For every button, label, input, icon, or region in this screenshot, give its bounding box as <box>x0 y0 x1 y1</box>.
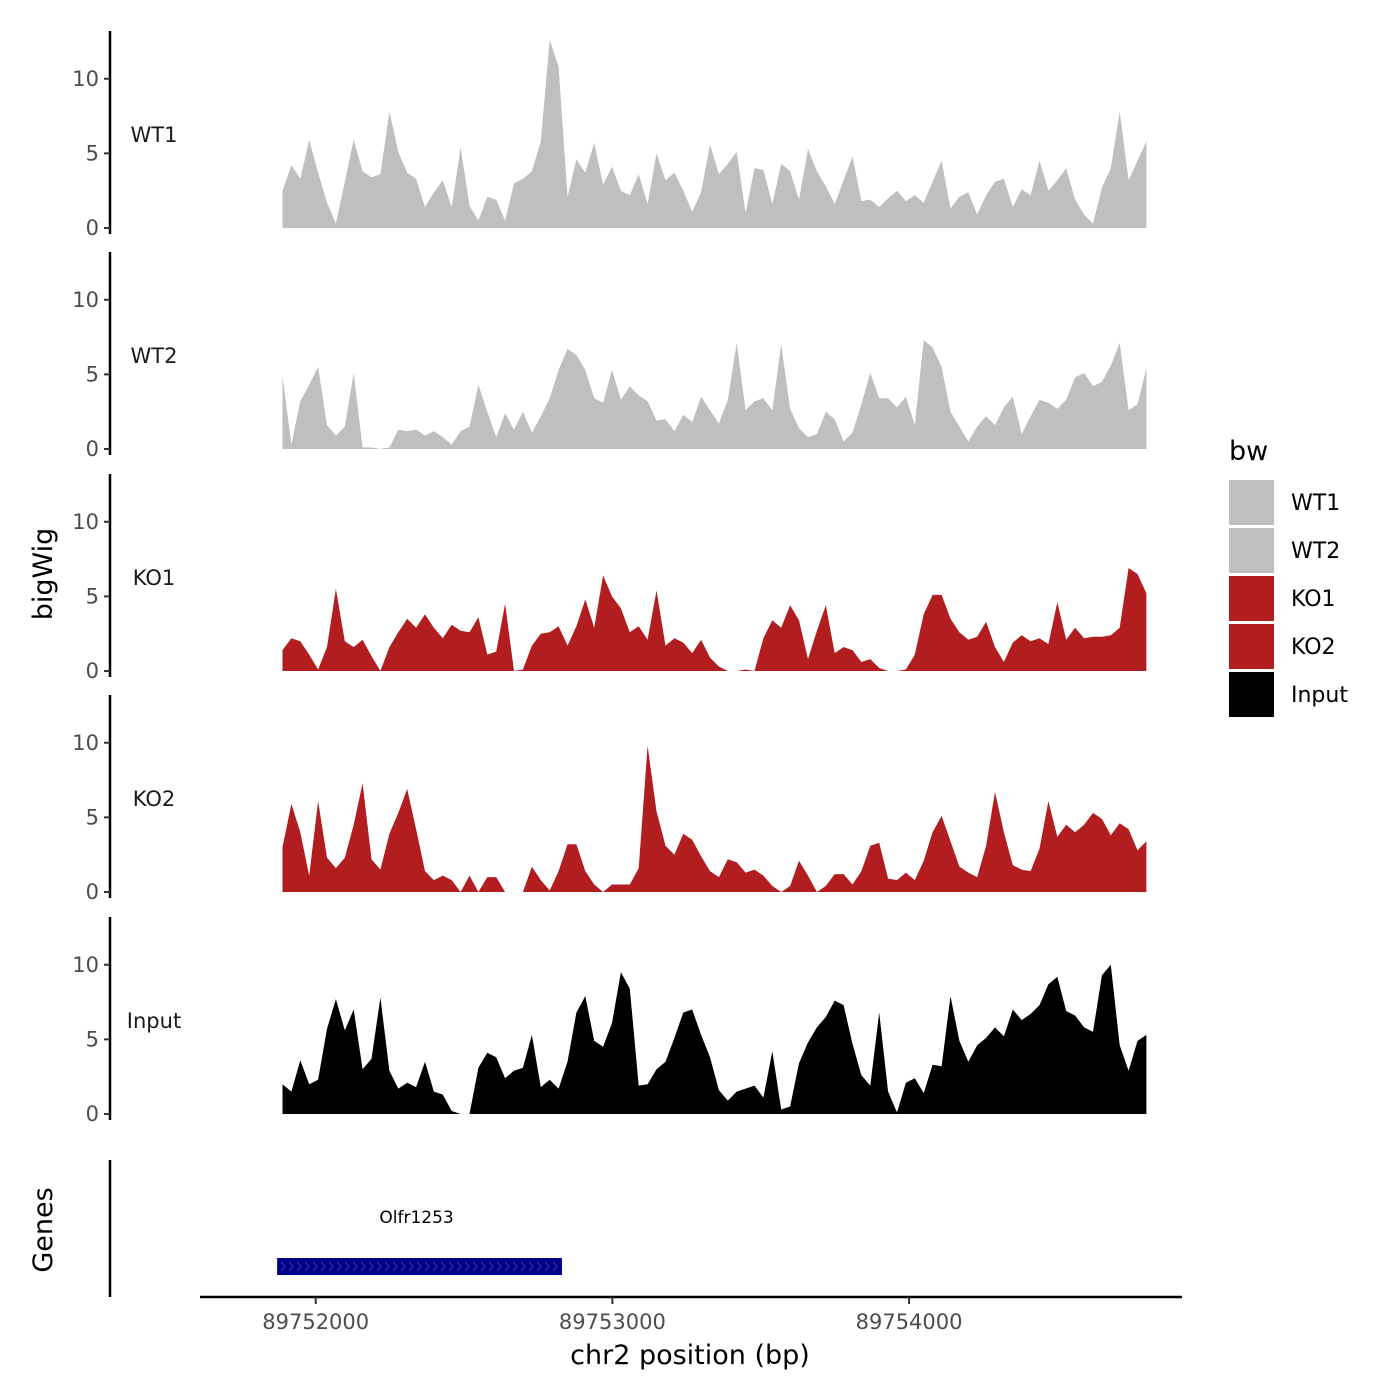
x-tick-label: 89754000 <box>856 1310 963 1334</box>
strand-arrow <box>328 1261 334 1272</box>
y-tick-label: 5 <box>86 584 99 608</box>
x-axis: 89752000 89753000 89754000 <box>200 1295 1182 1334</box>
y-tick-label: 10 <box>72 510 99 534</box>
strand-arrow <box>440 1261 446 1272</box>
y-tick-label: 10 <box>72 731 99 755</box>
strand-arrow <box>416 1261 422 1272</box>
gene-panel: Olfr1253 <box>108 1160 562 1297</box>
y-tick-label: 5 <box>86 805 99 829</box>
gene-label: Olfr1253 <box>379 1208 453 1228</box>
y-tick-label: 5 <box>86 141 99 165</box>
legend-key-input <box>1229 672 1274 717</box>
strand-arrow <box>432 1261 438 1272</box>
strand-arrow <box>552 1261 558 1272</box>
strand-arrow <box>400 1261 406 1272</box>
strand-arrow <box>280 1261 286 1272</box>
y-tick-label: 0 <box>86 880 99 904</box>
strand-arrow <box>312 1261 318 1272</box>
strand-arrow <box>336 1261 342 1272</box>
legend-key-wt2 <box>1229 528 1274 573</box>
strand-arrow <box>392 1261 398 1272</box>
y-tick-label: 5 <box>86 362 99 386</box>
legend: bw WT1 WT2 KO1 KO2 Input <box>1229 436 1348 717</box>
track-label: Input <box>127 1009 181 1033</box>
genes-axis-title: Genes <box>28 1187 59 1272</box>
strand-arrow <box>464 1261 470 1272</box>
strand-arrow <box>424 1261 430 1272</box>
track-wt1: 0 5 10 WT1 <box>72 31 1147 240</box>
legend-key-ko1 <box>1229 576 1274 621</box>
strand-arrow <box>536 1261 542 1272</box>
strand-arrow <box>288 1261 294 1272</box>
strand-arrow <box>504 1261 510 1272</box>
strand-arrow <box>448 1261 454 1272</box>
strand-arrow <box>360 1261 366 1272</box>
gene-body <box>277 1258 562 1275</box>
legend-label-wt2: WT2 <box>1291 539 1340 564</box>
legend-label-ko2: KO2 <box>1291 635 1336 660</box>
y-tick-label: 0 <box>86 437 99 461</box>
strand-arrow <box>344 1261 350 1272</box>
track-wt2: 0 5 10 WT2 <box>72 252 1147 461</box>
strand-arrow <box>408 1261 414 1272</box>
y-tick-label: 0 <box>86 216 99 240</box>
strand-arrow <box>320 1261 326 1272</box>
strand-arrow <box>544 1261 550 1272</box>
strand-arrow <box>520 1261 526 1272</box>
x-tick-label: 89753000 <box>559 1310 666 1334</box>
y-tick-label: 0 <box>86 1102 99 1126</box>
strand-arrow <box>512 1261 518 1272</box>
y-tick-label: 10 <box>72 953 99 977</box>
strand-arrow <box>528 1261 534 1272</box>
strand-arrow <box>368 1261 374 1272</box>
track-ko1: 0 5 10 KO1 <box>72 474 1147 683</box>
area-wt2 <box>282 340 1147 449</box>
legend-key-ko2 <box>1229 624 1274 669</box>
strand-arrow <box>496 1261 502 1272</box>
track-label: KO2 <box>133 787 176 811</box>
gene-olfr1253: Olfr1253 <box>277 1208 562 1275</box>
y-tick-label: 10 <box>72 67 99 91</box>
x-axis-title: chr2 position (bp) <box>570 1340 810 1371</box>
strand-arrow <box>472 1261 478 1272</box>
track-label: WT1 <box>131 123 178 147</box>
strand-arrow <box>296 1261 302 1272</box>
track-label: WT2 <box>131 344 178 368</box>
x-tick-label: 89752000 <box>262 1310 369 1334</box>
legend-label-input: Input <box>1291 683 1348 708</box>
strand-arrow <box>456 1261 462 1272</box>
strand-arrow <box>304 1261 310 1272</box>
area-ko2 <box>282 745 1147 892</box>
strand-arrow <box>352 1261 358 1272</box>
area-wt1 <box>282 40 1147 228</box>
strand-arrow <box>384 1261 390 1272</box>
area-ko1 <box>282 568 1147 671</box>
track-ko2: 0 5 10 KO2 <box>72 695 1147 904</box>
strand-arrow <box>376 1261 382 1272</box>
track-label: KO1 <box>133 566 176 590</box>
y-tick-label: 10 <box>72 288 99 312</box>
y-tick-label: 0 <box>86 659 99 683</box>
legend-key-wt1 <box>1229 480 1274 525</box>
y-tick-label: 5 <box>86 1027 99 1051</box>
legend-label-ko1: KO1 <box>1291 587 1336 612</box>
strand-arrow <box>480 1261 486 1272</box>
legend-label-wt1: WT1 <box>1291 491 1340 516</box>
track-input: 0 5 10 Input <box>72 917 1147 1126</box>
y-axis-title: bigWig <box>28 528 59 621</box>
bigwig-tracks: 0 5 10 WT1 0 5 10 WT2 0 5 10 KO1 0 5 10 KO2 0 5 10 Input <box>72 31 1147 1126</box>
area-input <box>282 964 1147 1114</box>
legend-title: bw <box>1229 436 1268 467</box>
strand-arrow <box>488 1261 494 1272</box>
